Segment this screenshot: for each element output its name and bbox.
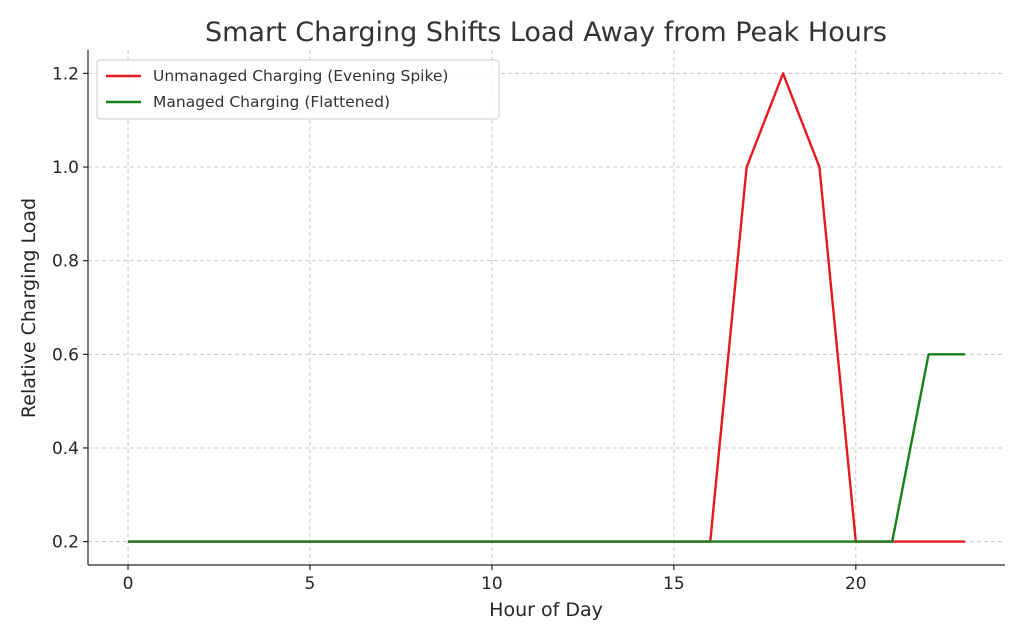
series-lines xyxy=(128,72,965,543)
legend-label-unmanaged: Unmanaged Charging (Evening Spike) xyxy=(153,67,448,85)
x-axis-label: Hour of Day xyxy=(489,599,603,621)
legend-label-managed: Managed Charging (Flattened) xyxy=(153,93,390,111)
grid xyxy=(88,50,1005,565)
y-tick-label: 0.2 xyxy=(52,533,79,553)
y-tick-label: 0.8 xyxy=(52,252,79,272)
legend: Unmanaged Charging (Evening Spike) Manag… xyxy=(96,59,500,120)
legend-box xyxy=(96,59,500,120)
series-line-managed xyxy=(128,353,965,543)
y-tick-label: 0.6 xyxy=(52,345,79,365)
y-tick-label: 0.4 xyxy=(52,439,79,459)
y-axis-label: Relative Charging Load xyxy=(18,198,40,418)
chart-title: Smart Charging Shifts Load Away from Pea… xyxy=(205,17,887,48)
x-tick-label: 0 xyxy=(123,574,134,594)
x-tick-label: 10 xyxy=(481,574,503,594)
series-line-unmanaged xyxy=(128,72,965,543)
ticks: 0 5 10 15 20 0.2 0.4 0.6 0.8 1.0 1.2 xyxy=(52,64,867,594)
x-tick-label: 15 xyxy=(663,574,685,594)
y-tick-label: 1.0 xyxy=(52,158,79,178)
x-tick-label: 5 xyxy=(305,574,316,594)
axes xyxy=(87,50,1005,566)
y-tick-label: 1.2 xyxy=(52,64,79,84)
x-tick-label: 20 xyxy=(845,574,867,594)
